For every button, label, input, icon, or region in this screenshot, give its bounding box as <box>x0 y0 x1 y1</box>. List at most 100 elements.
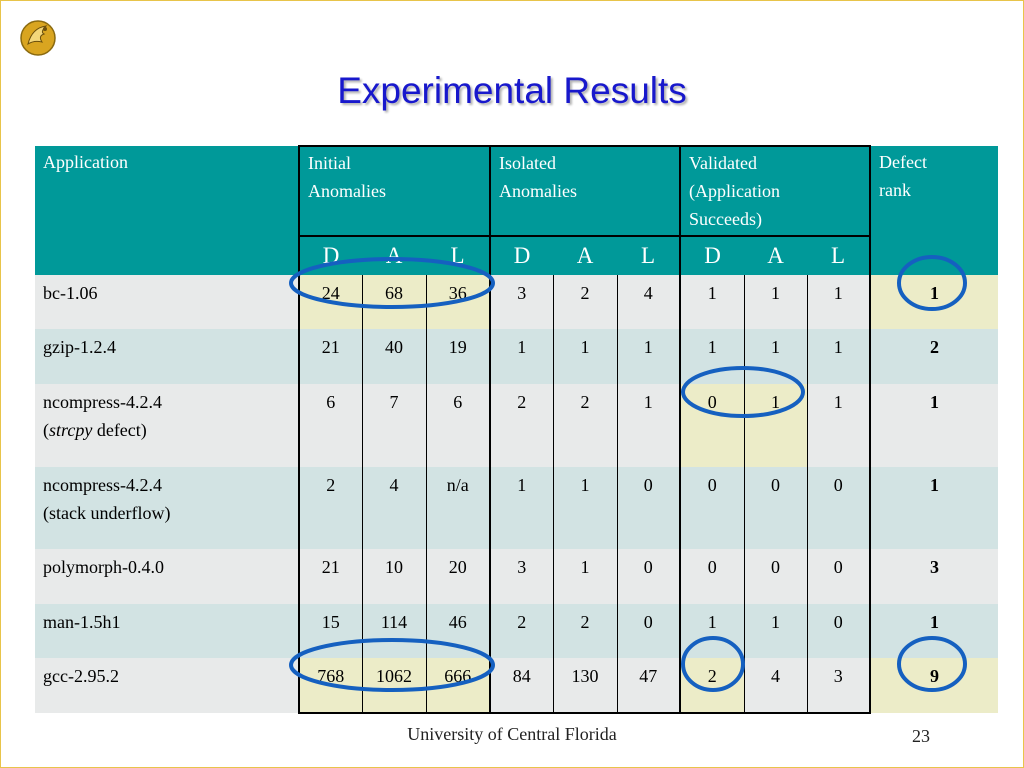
subheader-l: L <box>426 235 490 275</box>
cell-value: 1 <box>489 467 553 549</box>
header-application: Application <box>35 146 299 275</box>
cell-value: 768 <box>298 658 362 714</box>
cell-value: 2 <box>679 658 744 714</box>
cell-value: 0 <box>616 604 680 658</box>
cell-value: 0 <box>679 384 744 467</box>
cell-value: 19 <box>425 329 490 384</box>
table-row: ncompress-4.2.4 (strcpy defect) 6 7 6 2 2… <box>35 384 998 467</box>
cell-value: 666 <box>425 658 490 714</box>
subheader-d: D <box>679 235 744 275</box>
cell-value: 47 <box>616 658 680 714</box>
subheader-l: L <box>617 235 680 275</box>
cell-value: 2 <box>489 604 553 658</box>
pegasus-logo-icon <box>20 20 56 56</box>
cell-value: 1 <box>489 329 553 384</box>
defect-rank-value: 3 <box>870 549 998 604</box>
cell-value: 20 <box>425 549 490 604</box>
table-row: gcc-2.95.2 768 1062 666 84 130 47 2 4 3 … <box>35 658 998 714</box>
cell-value: 1 <box>552 467 617 549</box>
cell-value: 130 <box>552 658 617 714</box>
table-row: ncompress-4.2.4 (stack underflow) 2 4 n/a… <box>35 467 998 549</box>
footer-text: University of Central Florida <box>407 724 617 744</box>
defect-rank-value: 1 <box>870 467 998 549</box>
cell-value: 114 <box>361 604 426 658</box>
cell-value: 4 <box>616 275 680 329</box>
application-name: man-1.5h1 <box>35 604 299 658</box>
cell-value: 0 <box>679 549 744 604</box>
cell-value: 2 <box>552 384 617 467</box>
application-name: ncompress-4.2.4 (stack underflow) <box>35 467 299 549</box>
cell-value: 6 <box>298 384 362 467</box>
header-isolated-anomalies: Isolated Anomalies <box>489 145 680 236</box>
cell-value: 68 <box>361 275 426 329</box>
cell-value: 2 <box>489 384 553 467</box>
cell-value: 2 <box>298 467 362 549</box>
cell-value: 0 <box>806 549 871 604</box>
cell-value: 1 <box>743 384 807 467</box>
table-row: polymorph-0.4.0 21 10 20 3 1 0 0 0 0 3 <box>35 549 998 604</box>
cell-value: 15 <box>298 604 362 658</box>
cell-value: 21 <box>298 549 362 604</box>
cell-value: 0 <box>743 549 807 604</box>
cell-value: 4 <box>361 467 426 549</box>
cell-value: 3 <box>489 275 553 329</box>
cell-value: 84 <box>489 658 553 714</box>
cell-value: 4 <box>743 658 807 714</box>
cell-value: 2 <box>552 604 617 658</box>
cell-value: 2 <box>552 275 617 329</box>
table-row: bc-1.06 24 68 36 3 2 4 1 1 1 1 <box>35 275 998 329</box>
cell-value: 0 <box>679 467 744 549</box>
application-name: gcc-2.95.2 <box>35 658 299 713</box>
subheader-d: D <box>489 235 553 275</box>
subheader-a: A <box>553 235 617 275</box>
header-initial-anomalies: Initial Anomalies <box>298 145 490 236</box>
cell-value: 1 <box>743 329 807 384</box>
defect-rank-value: 2 <box>870 329 998 384</box>
defect-rank-value: 1 <box>870 275 998 329</box>
table-row: man-1.5h1 15 114 46 2 2 0 1 1 0 1 <box>35 604 998 658</box>
cell-value: 1 <box>552 329 617 384</box>
slide-title: Experimental Results <box>337 70 687 111</box>
application-name: gzip-1.2.4 <box>35 329 299 384</box>
cell-value: 24 <box>298 275 362 329</box>
header-validated: Validated (Application Succeeds) <box>679 145 871 236</box>
cell-value: 1 <box>806 329 871 384</box>
cell-value: 21 <box>298 329 362 384</box>
defect-rank-value: 1 <box>870 604 998 658</box>
cell-value: 1 <box>616 384 680 467</box>
header-defect-rank: Defect rank <box>870 146 998 275</box>
cell-value: 3 <box>489 549 553 604</box>
cell-value: 0 <box>616 549 680 604</box>
cell-value: 1 <box>679 329 744 384</box>
results-table: Application Initial Anomalies Isolated Ano… <box>35 145 998 714</box>
defect-rank-value: 1 <box>870 384 998 467</box>
cell-value: 1062 <box>361 658 426 714</box>
subheader-a: A <box>362 235 426 275</box>
defect-rank-value: 9 <box>870 658 998 713</box>
cell-value: 46 <box>425 604 490 658</box>
cell-value: 1 <box>743 275 807 329</box>
cell-value: 0 <box>743 467 807 549</box>
subheader-d: D <box>298 235 362 275</box>
cell-value: 1 <box>806 384 871 467</box>
cell-value: 1 <box>743 604 807 658</box>
cell-value: 0 <box>806 604 871 658</box>
cell-value: 10 <box>361 549 426 604</box>
cell-value: 1 <box>679 275 744 329</box>
application-name: bc-1.06 <box>35 275 299 329</box>
cell-value: 3 <box>806 658 871 714</box>
cell-value: n/a <box>425 467 490 549</box>
cell-value: 40 <box>361 329 426 384</box>
subheader-l: L <box>807 235 871 275</box>
cell-value: 1 <box>552 549 617 604</box>
cell-value: 7 <box>361 384 426 467</box>
subheader-a: A <box>744 235 807 275</box>
cell-value: 36 <box>425 275 490 329</box>
application-name: polymorph-0.4.0 <box>35 549 299 604</box>
cell-value: 0 <box>616 467 680 549</box>
page-number: 23 <box>912 726 930 746</box>
cell-value: 1 <box>806 275 871 329</box>
cell-value: 1 <box>679 604 744 658</box>
cell-value: 6 <box>425 384 490 467</box>
table-row: gzip-1.2.4 21 40 19 1 1 1 1 1 1 2 <box>35 329 998 384</box>
